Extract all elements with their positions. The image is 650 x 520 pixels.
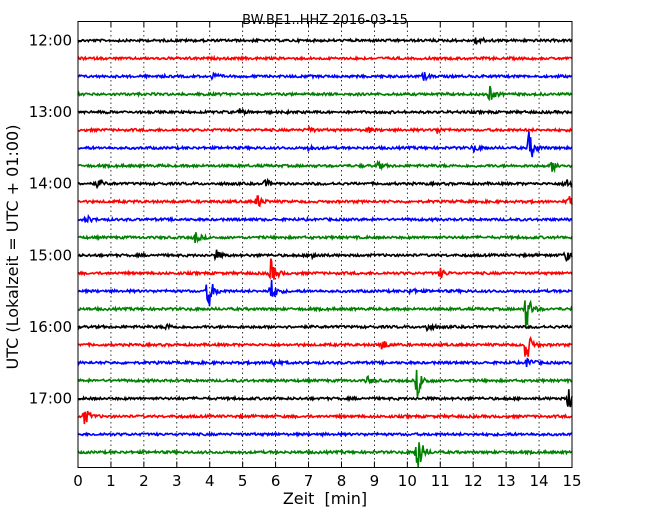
x-tick-label: 8: [337, 472, 347, 490]
trace-1530: [78, 279, 573, 307]
trace-1645: [77, 369, 573, 397]
chart-title: BW.BE1..HHZ 2016-03-15: [242, 13, 408, 28]
trace-1345: [77, 159, 573, 174]
trace-1600: [77, 322, 573, 333]
x-tick-label: 9: [370, 472, 380, 490]
x-tick-label: 7: [304, 472, 314, 490]
y-tick-label: 15:00: [29, 246, 72, 264]
x-tick-label: 10: [398, 472, 417, 490]
x-tick-label: 13: [497, 472, 516, 490]
x-axis-ticks: 0 1 2 3 4 5 6 7 8 9 10 11 12 13 14 15: [73, 21, 582, 490]
x-tick-label: 15: [562, 472, 581, 490]
x-tick-label: 5: [238, 472, 248, 490]
y-tick-label: 16:00: [29, 318, 72, 336]
x-axis-title: Zeit [min]: [283, 489, 367, 508]
x-tick-label: 1: [106, 472, 116, 490]
y-axis-ticks: 12:00 13:00 14:00 15:00 16:00 17:00: [29, 32, 84, 408]
x-tick-label: 6: [271, 472, 281, 490]
trace-1515: [77, 258, 573, 281]
plot-frame: [77, 21, 573, 468]
y-tick-label: 14:00: [29, 175, 72, 193]
trace-1700: [77, 389, 573, 408]
x-tick-label: 2: [139, 472, 149, 490]
trace-1745: [77, 442, 573, 468]
y-tick-label: 13:00: [29, 103, 72, 121]
trace-1200: [77, 36, 573, 46]
x-tick-label: 14: [530, 472, 549, 490]
trace-1215: [77, 54, 573, 62]
y-axis-title: UTC (Lokalzeit = UTC + 01:00): [3, 125, 22, 370]
trace-1715: [78, 410, 573, 425]
trace-1730: [77, 430, 573, 438]
trace-group: [77, 36, 573, 468]
trace-1445: [77, 232, 573, 244]
trace-1315: [77, 125, 573, 134]
trace-1500: [77, 249, 573, 262]
trace-1230: [77, 71, 573, 82]
x-tick-label: 3: [172, 472, 182, 490]
trace-1415: [77, 195, 573, 208]
x-tick-label: 0: [73, 472, 83, 490]
x-tick-label: 11: [431, 472, 450, 490]
trace-1545: [77, 299, 573, 328]
trace-1300: [78, 107, 573, 117]
y-tick-label: 12:00: [29, 32, 72, 50]
x-tick-label: 4: [205, 472, 215, 490]
trace-1615: [77, 335, 572, 357]
x-tick-label: 12: [464, 472, 483, 490]
trace-1245: [77, 85, 573, 102]
y-tick-label: 17:00: [29, 390, 72, 408]
trace-1630: [77, 357, 573, 369]
trace-1430: [77, 213, 573, 224]
trace-1400: [77, 177, 573, 190]
trace-1330: [77, 131, 573, 158]
